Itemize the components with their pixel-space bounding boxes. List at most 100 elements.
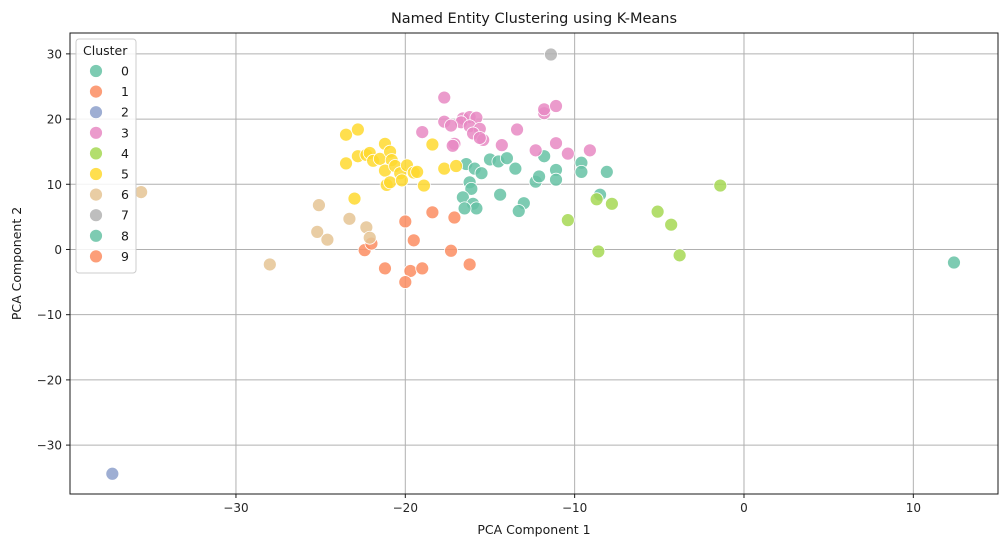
cluster-3-point xyxy=(549,136,563,151)
cluster-0-point xyxy=(474,166,489,181)
cluster-6-point xyxy=(320,232,335,247)
cluster-1-point xyxy=(462,257,477,272)
legend: Cluster 0 1 2 3 4 5 6 7 8 9 xyxy=(75,38,137,274)
legend-marker-2 xyxy=(89,105,103,120)
legend-label-2: 2 xyxy=(121,105,129,120)
cluster-0-point xyxy=(493,187,508,202)
cluster-6-point xyxy=(262,257,277,272)
cluster-1-point xyxy=(398,214,413,229)
cluster-6-point xyxy=(310,224,325,239)
data-points xyxy=(105,47,961,481)
legend-marker-3 xyxy=(89,125,103,140)
cluster-6-point xyxy=(312,198,326,213)
cluster-4-point xyxy=(604,196,619,211)
cluster-3-point xyxy=(549,99,563,113)
cluster-2-point xyxy=(105,466,120,481)
cluster-6-point xyxy=(134,185,149,200)
cluster-1-point xyxy=(444,243,458,258)
y-tick-label: 30 xyxy=(47,47,62,61)
cluster-3-point xyxy=(510,122,524,137)
legend-label-9: 9 xyxy=(121,249,129,264)
cluster-0-point xyxy=(508,161,523,176)
y-axis-label: PCA Component 2 xyxy=(9,207,24,320)
cluster-3-point xyxy=(528,143,543,158)
legend-marker-1 xyxy=(89,84,103,99)
x-axis-label: PCA Component 1 xyxy=(477,522,590,537)
cluster-0-point xyxy=(532,169,546,184)
cluster-5-point xyxy=(383,175,397,190)
legend-label-5: 5 xyxy=(121,167,129,182)
y-tick-label: 10 xyxy=(47,178,62,192)
legend-label-4: 4 xyxy=(121,146,129,161)
cluster-5-point xyxy=(437,161,452,176)
x-tick-label: −10 xyxy=(562,501,587,515)
cluster-4-point xyxy=(650,204,665,219)
cluster-5-point xyxy=(395,173,409,188)
cluster-3-point xyxy=(445,138,460,153)
cluster-4-point xyxy=(672,248,687,263)
legend-title: Cluster xyxy=(83,43,128,58)
cluster-1-point xyxy=(415,261,430,276)
cluster-4-point xyxy=(560,213,575,228)
cluster-0-point xyxy=(574,164,589,179)
x-tick-label: −20 xyxy=(393,501,418,515)
plot-frame xyxy=(69,32,999,495)
cluster-5-point xyxy=(425,137,440,152)
cluster-5-point xyxy=(417,178,431,193)
cluster-0-point xyxy=(500,151,514,166)
cluster-5-point xyxy=(339,127,353,142)
cluster-3-point xyxy=(494,138,509,153)
cluster-5-point xyxy=(410,164,425,179)
legend-marker-9 xyxy=(89,249,103,264)
chart-title: Named Entity Clustering using K-Means xyxy=(391,11,677,27)
legend-label-3: 3 xyxy=(121,125,129,140)
cluster-0-point xyxy=(469,201,484,216)
cluster-3-point xyxy=(537,102,552,117)
cluster-6-point xyxy=(362,230,377,245)
cluster-1-point xyxy=(447,210,462,225)
x-tick-label: −30 xyxy=(223,501,248,515)
y-tick-label: −20 xyxy=(37,373,62,387)
y-tick-label: 20 xyxy=(47,113,62,127)
grid xyxy=(70,33,998,494)
x-tick-label: 10 xyxy=(906,501,921,515)
legend-marker-4 xyxy=(89,146,103,161)
cluster-4-point xyxy=(591,244,606,259)
y-tick-label: 0 xyxy=(54,243,62,257)
cluster-0-point xyxy=(511,204,526,218)
cluster-4-point xyxy=(589,192,604,207)
cluster-0-point xyxy=(599,164,614,179)
cluster-0-point xyxy=(457,201,472,216)
y-tick-label: −30 xyxy=(37,439,62,453)
cluster-6-point xyxy=(342,211,357,226)
cluster-3-point xyxy=(472,131,487,145)
legend-marker-5 xyxy=(89,167,103,181)
cluster-3-point xyxy=(444,118,458,133)
legend-label-1: 1 xyxy=(121,84,129,99)
legend-label-7: 7 xyxy=(121,208,129,223)
cluster-0-point xyxy=(947,255,961,270)
legend-label-6: 6 xyxy=(121,187,129,202)
cluster-0-point xyxy=(464,181,479,196)
cluster-3-point xyxy=(415,125,430,140)
legend-label-8: 8 xyxy=(121,228,129,243)
cluster-1-point xyxy=(378,261,392,276)
legend-label-0: 0 xyxy=(121,64,129,79)
cluster-5-point xyxy=(350,122,365,137)
legend-marker-7 xyxy=(89,208,103,223)
cluster-7-point xyxy=(544,47,558,62)
cluster-0-point xyxy=(549,172,563,187)
cluster-4-point xyxy=(713,178,728,193)
cluster-1-point xyxy=(398,275,413,289)
cluster-5-point xyxy=(449,159,464,173)
cluster-5-point xyxy=(347,191,362,206)
x-tick-label: 0 xyxy=(740,501,748,515)
cluster-3-point xyxy=(560,146,575,161)
cluster-5-point xyxy=(339,156,353,171)
cluster-4-point xyxy=(664,217,679,232)
cluster-3-point xyxy=(582,143,597,158)
legend-marker-0 xyxy=(89,64,103,78)
